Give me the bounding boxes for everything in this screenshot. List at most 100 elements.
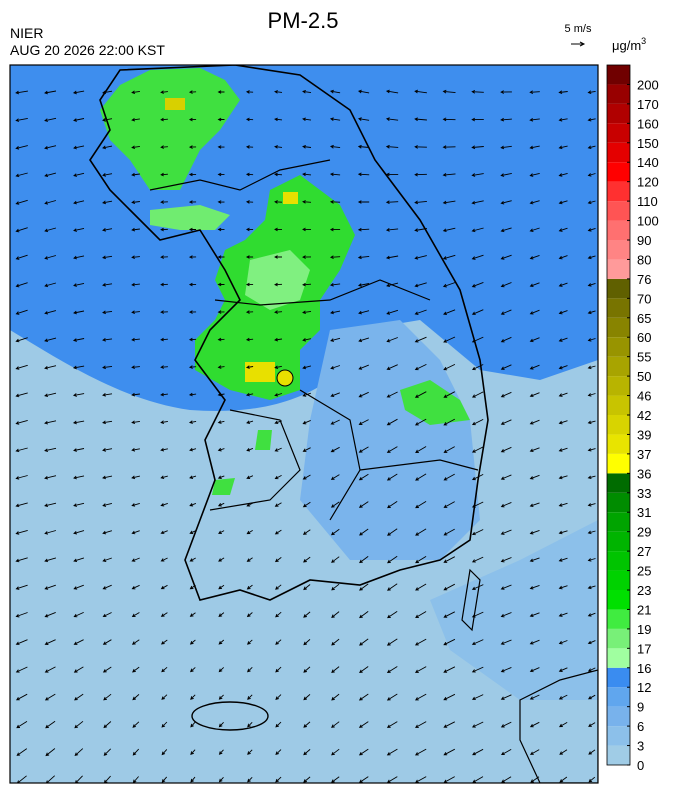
wind-arrow	[16, 748, 28, 756]
colorbar-segment	[607, 531, 630, 552]
wind-arrow	[73, 584, 84, 590]
wind-arrow	[160, 502, 168, 507]
wind-arrow	[587, 694, 596, 700]
wind-arrow	[303, 776, 311, 783]
wind-arrow	[102, 228, 113, 232]
wind-arrow	[500, 694, 512, 700]
wind-arrow	[274, 255, 282, 259]
colorbar-tick-label: 50	[637, 369, 651, 384]
wind-arrow	[103, 748, 112, 756]
wind-arrow	[358, 117, 370, 121]
wind-arrow	[245, 90, 254, 94]
wind-arrow	[44, 255, 57, 260]
wind-arrow	[131, 200, 140, 205]
wind-arrow	[359, 666, 369, 674]
wind-arrow	[330, 474, 340, 480]
wind-arrow	[415, 583, 427, 591]
wind-arrow	[160, 420, 168, 425]
wind-arrow	[385, 255, 399, 260]
wind-arrow	[500, 254, 512, 260]
wind-arrow	[358, 446, 369, 453]
wind-arrow	[414, 721, 427, 728]
wind-arrow	[102, 530, 113, 535]
wind-arrow	[274, 475, 282, 480]
wind-arrow	[245, 310, 254, 314]
wind-arrow	[188, 227, 197, 232]
wind-arrow	[414, 363, 427, 371]
wind-arrow	[160, 557, 168, 562]
wind-arrow	[358, 748, 369, 756]
colorbar-segment	[607, 376, 630, 396]
wind-arrow	[188, 117, 197, 122]
wind-arrow	[245, 117, 254, 122]
wind-arrow	[160, 117, 168, 122]
wind-arrow	[245, 145, 254, 149]
wind-arrow	[500, 721, 512, 728]
colorbar-segment	[607, 123, 630, 143]
wind-arrow	[442, 117, 456, 122]
wind-arrow	[131, 530, 140, 535]
wind-arrow	[414, 666, 427, 673]
wind-arrow	[414, 418, 427, 426]
wind-arrow	[160, 227, 168, 232]
wind-arrow	[386, 666, 398, 674]
colorbar-tick-label: 3	[637, 739, 644, 754]
wind-arrow	[587, 585, 596, 590]
wind-arrow	[160, 639, 168, 645]
wind-arrow	[415, 611, 427, 618]
wind-arrow	[529, 749, 540, 755]
wind-arrow	[443, 363, 456, 371]
wind-arrow	[331, 611, 340, 618]
wind-arrow	[414, 172, 427, 177]
wind-arrow	[131, 227, 140, 232]
wind-arrow	[274, 282, 283, 287]
colorbar-segment	[607, 298, 630, 318]
wind-arrow	[131, 117, 140, 122]
wind-arrow	[587, 227, 596, 232]
wind-arrow	[588, 749, 596, 755]
wind-vectors	[15, 89, 596, 783]
wind-arrow	[500, 584, 512, 590]
wind-arrow	[530, 776, 540, 783]
wind-arrow	[160, 200, 168, 204]
wind-arrow	[218, 557, 225, 562]
wind-arrow	[102, 584, 112, 590]
wind-arrow	[189, 639, 196, 645]
wind-arrow	[302, 117, 312, 122]
colorbar-tick-label: 110	[637, 194, 658, 209]
wind-arrow	[73, 530, 85, 535]
wind-arrow	[44, 530, 57, 535]
wind-arrow	[302, 365, 312, 370]
wind-arrow	[73, 310, 85, 315]
wind-arrow	[245, 282, 254, 287]
colorbar-tick-label: 39	[637, 427, 651, 442]
wind-arrow	[442, 89, 456, 94]
colorbar-tick-label: 27	[637, 544, 651, 559]
wind-arrow	[414, 89, 427, 94]
wind-arrow	[246, 475, 254, 479]
wind-arrow	[72, 338, 85, 342]
wind-arrow	[217, 310, 225, 314]
wind-arrow	[15, 639, 28, 646]
colorbar-tick-label: 42	[637, 408, 651, 423]
wind-arrow	[15, 693, 28, 701]
wind-arrow	[471, 666, 484, 673]
wind-arrow	[302, 529, 311, 535]
wind-arrow	[587, 420, 596, 425]
wind-arrow	[274, 337, 283, 342]
wind-arrow	[160, 310, 168, 314]
wind-arrow	[329, 89, 341, 94]
wind-arrow	[330, 501, 340, 508]
wind-arrow	[558, 447, 568, 452]
wind-arrow	[558, 310, 568, 315]
colorbar-tick-label: 170	[637, 97, 659, 112]
wind-arrow	[500, 309, 512, 315]
wind-arrow	[303, 749, 311, 756]
wind-arrow	[443, 501, 455, 508]
wind-arrow	[414, 391, 427, 398]
wind-arrow	[500, 612, 512, 618]
colorbar-tick-label: 80	[637, 252, 651, 267]
wind-arrow	[247, 721, 253, 728]
wind-arrow	[359, 611, 369, 619]
wind-arrow	[357, 144, 370, 149]
